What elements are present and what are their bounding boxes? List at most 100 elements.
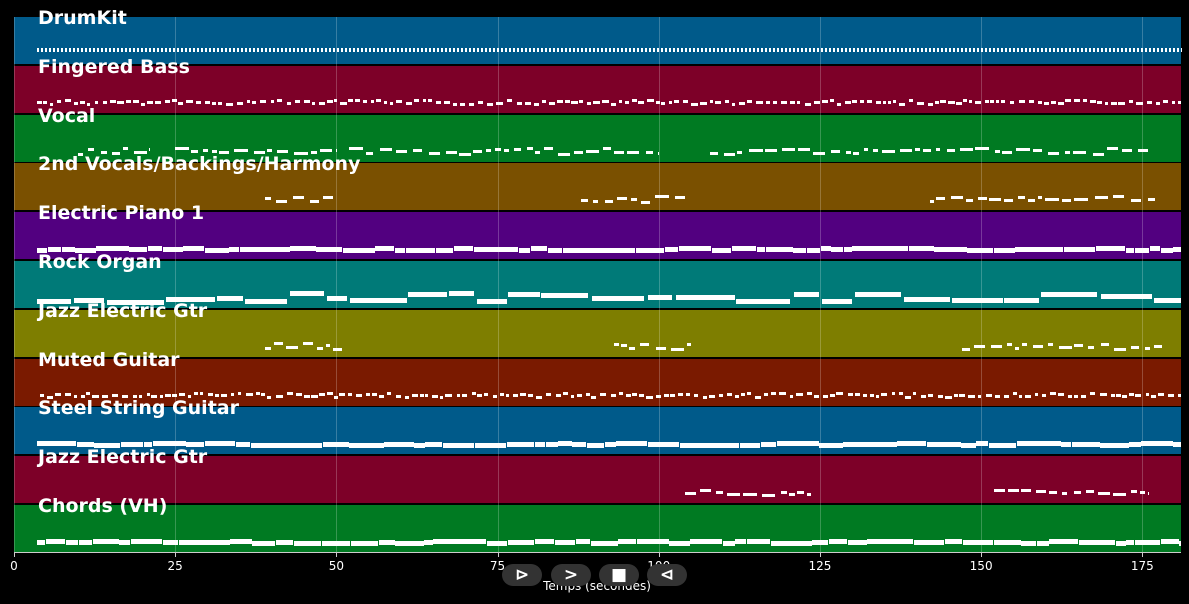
- midi-note: [284, 48, 287, 52]
- midi-note: [845, 150, 851, 154]
- midi-note: [845, 100, 851, 104]
- midi-note: [536, 48, 539, 52]
- midi-note: [327, 391, 334, 395]
- midi-note: [780, 491, 787, 495]
- midi-note: [1115, 393, 1121, 397]
- midi-note: [1110, 393, 1115, 397]
- midi-note: [935, 442, 961, 448]
- midi-note: [708, 48, 711, 52]
- midi-note: [395, 149, 407, 153]
- midi-note: [798, 147, 811, 151]
- midi-note: [78, 152, 83, 156]
- midi-note: [92, 48, 95, 52]
- midi-note: [219, 150, 229, 154]
- midi-note: [977, 394, 982, 398]
- midi-note: [61, 247, 75, 253]
- midi-note: [48, 48, 51, 52]
- fast-forward-button[interactable]: >: [551, 564, 591, 586]
- midi-note: [684, 492, 697, 496]
- midi-note: [586, 149, 600, 153]
- midi-note: [620, 48, 623, 52]
- midi-note: [776, 441, 793, 447]
- midi-note: [1089, 99, 1096, 103]
- midi-note: [292, 443, 323, 449]
- midi-note: [148, 48, 151, 52]
- midi-note: [760, 48, 763, 52]
- track-name: Rock Organ: [38, 251, 162, 273]
- midi-note: [581, 199, 589, 203]
- midi-note: [191, 149, 198, 153]
- midi-note: [1008, 48, 1011, 52]
- midi-note: [808, 48, 811, 52]
- midi-note: [471, 391, 477, 395]
- midi-note: [355, 98, 361, 102]
- midi-note: [789, 394, 794, 398]
- midi-note: [612, 48, 615, 52]
- x-tick-label: 125: [808, 559, 832, 573]
- midi-note: [276, 98, 282, 102]
- midi-note: [395, 394, 402, 398]
- midi-note: [700, 101, 708, 105]
- midi-note: [533, 102, 539, 106]
- midi-note: [788, 493, 795, 497]
- midi-note: [1125, 248, 1135, 254]
- midi-note: [1155, 101, 1160, 105]
- play-button[interactable]: ⊳: [502, 564, 542, 586]
- midi-note: [796, 48, 799, 52]
- midi-note: [483, 392, 488, 396]
- midi-note: [455, 539, 487, 544]
- midi-note: [376, 48, 379, 52]
- midi-note: [1148, 48, 1151, 52]
- midi-note: [1073, 198, 1088, 202]
- midi-note: [425, 442, 443, 448]
- midi-note: [593, 100, 600, 104]
- midi-note: [204, 248, 229, 254]
- midi-note: [344, 48, 347, 52]
- midi-note: [591, 296, 644, 301]
- rewind-button[interactable]: ⊲: [647, 564, 687, 586]
- midi-note: [152, 48, 155, 52]
- midi-note: [136, 48, 139, 52]
- midi-note: [259, 99, 266, 103]
- midi-note: [183, 246, 205, 252]
- midi-note: [1020, 48, 1023, 52]
- midi-note: [872, 48, 875, 52]
- midi-note: [881, 392, 888, 396]
- midi-note: [652, 48, 655, 52]
- midi-note: [526, 146, 533, 150]
- midi-note: [1020, 489, 1031, 493]
- midi-note: [1084, 48, 1087, 52]
- midi-note: [780, 100, 787, 104]
- midi-note: [162, 540, 179, 545]
- midi-note: [543, 146, 553, 150]
- midi-note: [1067, 394, 1073, 398]
- play-icon: ⊳: [514, 565, 530, 585]
- midi-note: [707, 443, 728, 449]
- midi-note: [1007, 489, 1019, 493]
- midi-note: [436, 48, 439, 52]
- midi-note: [625, 100, 630, 104]
- midi-note: [636, 539, 656, 544]
- midi-note: [165, 297, 216, 302]
- midi-note: [49, 102, 54, 106]
- midi-note: [1013, 391, 1018, 395]
- midi-note: [820, 246, 831, 252]
- midi-note: [782, 147, 796, 151]
- stop-button[interactable]: ■: [599, 564, 639, 586]
- midi-note: [608, 48, 611, 52]
- midi-note: [432, 48, 435, 52]
- midi-note: [714, 539, 723, 544]
- midi-note: [722, 541, 735, 546]
- midi-note: [36, 441, 47, 447]
- midi-note: [237, 101, 244, 105]
- midi-note: [904, 48, 907, 52]
- midi-note: [270, 99, 274, 103]
- midi-note: [959, 147, 973, 151]
- midi-note: [400, 48, 403, 52]
- midi-note: [74, 394, 78, 398]
- midi-note: [920, 48, 923, 52]
- midi-note: [613, 150, 625, 154]
- track-lane: DrumKit: [14, 7, 1182, 64]
- midi-note: [316, 346, 323, 350]
- midi-note: [476, 299, 507, 304]
